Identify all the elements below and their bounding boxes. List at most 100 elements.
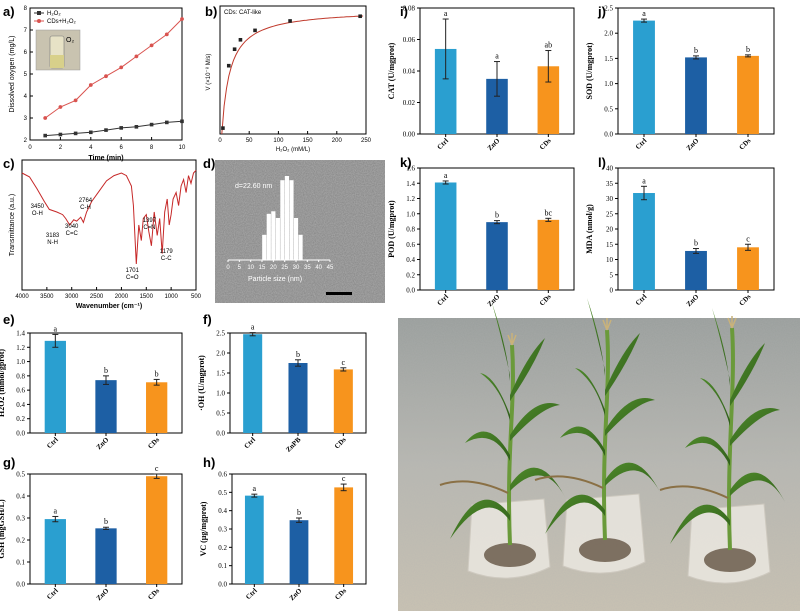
leaf [730,408,780,446]
plot-frame [219,5,367,135]
y-tick-label: 0.5 [218,489,227,497]
x-tick-label: 5 [238,265,242,271]
significance-letter: b [104,517,108,526]
data-point [58,132,63,137]
x-tick-label: 250 [361,138,372,144]
y-tick-label: 0.08 [403,5,416,13]
leaf [685,436,730,466]
bar-znpb [288,363,308,433]
data-point [119,126,123,130]
panel-label-b: b) [205,4,217,19]
panel-b: CDs: CAT-like 0 50 100 150 200 250 V (×10⁻⁸ M… [205,5,372,153]
y-axis-label: GSH (mgGSH/L) [0,499,6,559]
y-tick-label: 35 [606,180,614,188]
y-tick-label: 0.04 [403,68,416,76]
y-tick-label: 1.6 [406,165,415,173]
peak-bond-label: C=N [143,225,155,231]
data-point [180,119,184,124]
data-point [43,116,48,120]
x-tick-label: 500 [191,294,202,300]
bar-ctrl [434,48,457,135]
leaf [510,338,545,401]
x-tick-label: 6 [120,145,124,151]
leaf [510,403,560,441]
y-tick-label: 0.2 [406,271,415,279]
x-tick-label: 40 [315,265,322,271]
significance-letter: b [155,369,159,378]
data-point [89,130,93,135]
histogram-bar [289,180,294,260]
y-tick-label: 0.8 [16,372,25,380]
bar-zno [95,380,117,433]
y-tick-label: 0.4 [16,493,25,501]
x-tick-label: 50 [246,138,253,144]
legend: H₂O₂ CDs+H₂O₂ [34,11,76,25]
dry-leaf [659,485,729,499]
soil-roots [579,538,631,562]
maize-plant-3 [659,308,785,584]
legend-label-h2o2: H₂O₂ [47,11,61,17]
data-point [58,105,63,109]
data-point [104,74,108,79]
data-point [221,126,225,130]
bar-cds [737,247,759,290]
size-annotation: d=22.60 nm [235,183,272,190]
peak-label: 2764 [79,198,93,204]
histogram-bar [271,211,276,260]
histogram-bar [284,176,290,260]
y-tick-label: 1.4 [406,180,415,188]
peak-label: 1397 [143,218,157,224]
bar-cds [146,382,168,433]
data-point [104,128,108,132]
bar-zno [486,78,508,134]
x-tick-label: 2000 [115,294,129,300]
x-tick-label: 20 [270,265,277,271]
x-axis-label: Wavenumber (cm⁻¹) [76,303,142,310]
y-tick-label: 0.4 [16,401,25,409]
y-tick-label: 0.2 [16,415,25,423]
y-axis-label: Transmittance (a.u.) [9,194,16,256]
y-tick-label: 0.2 [218,544,227,552]
data-point [149,122,154,127]
peak-label: 3183 [46,233,60,239]
maize-plant-2 [534,298,660,574]
y-tick-label: 0.5 [216,410,225,418]
panel-label-l: l) [598,155,606,170]
histogram-bar [266,213,271,260]
y-tick-label: 0.02 [403,99,416,107]
y-axis-label: VC (μg/mgprot) [199,501,208,556]
peak-bond-label: C=O [126,275,139,281]
data-point [238,37,243,42]
significance-letter: b [694,46,698,55]
x-tick-label: 10 [179,145,186,151]
y-axis-label: Dissolved oxygen (mg/L) [9,35,16,112]
leaf [450,499,510,539]
bar-cds [334,487,354,584]
y-tick-label: 15 [606,241,614,249]
y-tick-label: 0.6 [218,471,227,479]
bar-ctrl [243,334,263,433]
inset-photo: O₂ [35,29,81,71]
significance-letter: a [642,9,646,18]
leaf [605,333,640,396]
panel-label-h: h) [203,455,215,470]
leaf [465,431,510,461]
significance-letter: c [342,358,346,367]
panel-label-c: c) [3,156,15,171]
significance-letter: a [444,171,448,180]
x-tick-label: 10 [247,265,254,271]
tassel [727,316,737,329]
y-tick-label: 0.2 [16,537,25,545]
series-line-0 [45,120,183,137]
x-tick-label: 35 [304,265,311,271]
y-tick-label: 0.0 [16,581,25,589]
y-tick-label: 2.0 [216,350,225,358]
plot-frame [21,159,197,291]
y-tick-label: 1.4 [16,330,25,338]
y-axis-label: CAT (U/mgprot) [387,42,396,99]
significance-letter: bc [545,208,553,217]
